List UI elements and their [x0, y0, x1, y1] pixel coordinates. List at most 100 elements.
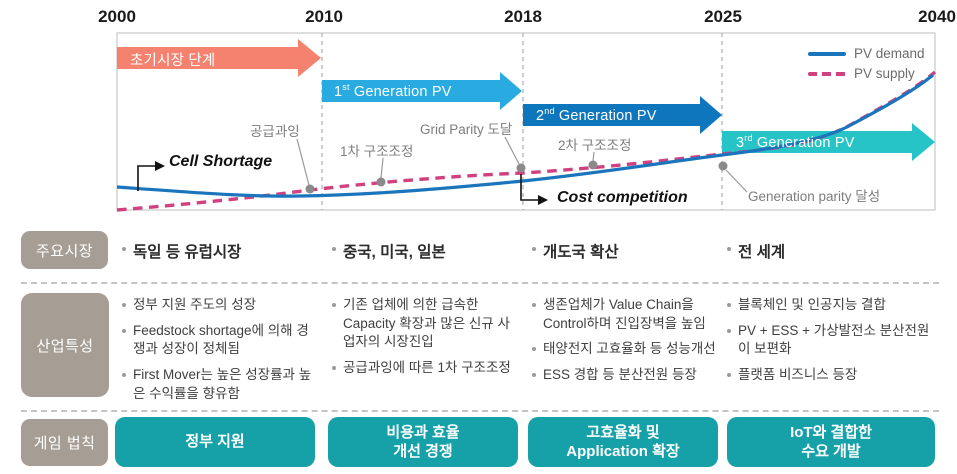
market-text-3: 개도국 확산: [543, 244, 619, 261]
annotation-cell-shortage: Cell Shortage: [169, 153, 273, 170]
bullet-dot: [727, 372, 731, 377]
gen3-ordinal: rd: [744, 133, 753, 143]
bullet-dot: [532, 247, 536, 251]
phase-arrow-gen1: [322, 72, 522, 110]
industry-text: 태양전지 고효율화 등 성능개선: [543, 341, 716, 357]
cell-shortage-arrowhead: [155, 161, 165, 171]
phase-label-initial-market: 초기시장 단계: [130, 53, 216, 69]
rule-box-1-line1: 정부 지원: [185, 433, 245, 451]
gen1-ordinal: st: [342, 82, 350, 92]
industry-text: PV + ESS + 가상발전소 분산전원이 보편화: [738, 322, 930, 357]
industry-item: 생존업체가 Value Chain을 Control하며 진입장벽을 높임: [532, 296, 722, 333]
industry-text: First Mover는 높은 성장률과 높은 수익률을 향유함: [133, 366, 312, 401]
legend-item-supply: PV supply: [808, 66, 925, 81]
market-text-2: 중국, 미국, 일본: [343, 244, 446, 261]
demand-line-swatch: [808, 51, 846, 56]
bullet-dot: [332, 365, 336, 370]
legend-item-demand: PV demand: [808, 46, 925, 61]
industry-col-3: 생존업체가 Value Chain을 Control하며 진입장벽을 높임 태양…: [532, 296, 722, 385]
industry-item: 플랫폼 비즈니스 등장: [727, 366, 932, 385]
dot-grid-parity: [516, 163, 526, 173]
rule-box-2-line2: 개선 경쟁: [393, 443, 453, 460]
phase-arrow-gen2: [523, 96, 722, 134]
gen1-text: Generation PV: [349, 83, 452, 100]
cost-competition-pointer: [520, 174, 538, 201]
market-item-1: 독일 등 유럽시장: [122, 240, 241, 262]
dot-gen-parity: [718, 161, 728, 171]
gen2-ordinal: nd: [544, 106, 555, 116]
industry-item: Feedstock shortage에 의해 경쟁과 성장이 정체됨: [122, 322, 320, 359]
annotation-grid-parity: Grid Parity 도달: [420, 122, 513, 137]
gen3-text: Generation PV: [752, 134, 855, 151]
industry-text: Feedstock shortage에 의해 경쟁과 성장이 정체됨: [133, 322, 309, 357]
cost-competition-arrowhead: [538, 195, 548, 205]
year-label-2040: 2040: [918, 7, 956, 26]
industry-item: ESS 경합 등 분산전원 등장: [532, 366, 722, 385]
chart-border: [116, 32, 936, 211]
dot-restructure1: [376, 177, 386, 187]
market-text-1: 독일 등 유럽시장: [133, 244, 242, 261]
market-item-2: 중국, 미국, 일본: [332, 240, 446, 262]
industry-item: 블록체인 및 인공지능 결합: [727, 296, 932, 315]
rule-box-4-line2: 수요 개발: [801, 443, 861, 460]
industry-item: First Mover는 높은 성장률과 높은 수익률을 향유함: [122, 366, 320, 403]
bullet-dot: [727, 303, 731, 307]
rule-box-3-line2: Application 확장: [566, 443, 680, 460]
annotation-cost-competition: Cost competition: [557, 189, 688, 206]
bullet-dot: [122, 303, 126, 307]
industry-text: 플랫폼 비즈니스 등장: [738, 366, 858, 382]
annotation-restructure1: 1차 구조조정: [340, 144, 414, 159]
timeline-chart: [116, 32, 937, 212]
gen2-text: Generation PV: [554, 107, 657, 124]
industry-text: ESS 경합 등 분산전원 등장: [543, 366, 697, 382]
bullet-dot: [122, 247, 126, 251]
industry-col-4: 블록체인 및 인공지능 결합 PV + ESS + 가상발전소 분산전원이 보편…: [727, 296, 932, 385]
bullet-dot: [532, 347, 536, 352]
legend-label-supply: PV supply: [854, 66, 915, 81]
phase-label-gen1: 1st Generation PV: [334, 82, 452, 100]
gen3-number: 3: [736, 134, 745, 151]
bullet-dot: [532, 372, 536, 377]
chart-legend: PV demand PV supply: [808, 46, 925, 81]
bullet-dot: [532, 303, 536, 307]
industry-item: 정부 지원 주도의 성장: [122, 296, 320, 315]
supply-line-swatch: [808, 71, 846, 76]
gen1-number: 1: [334, 83, 343, 100]
rule-box-3: 고효율화 및 Application 확장: [528, 417, 718, 467]
bullet-dot: [727, 328, 731, 333]
connector-supply-glut: [296, 138, 310, 186]
industry-item: 태양전지 고효율화 등 성능개선: [532, 340, 722, 359]
annotation-gen-parity: Generation parity 달성: [748, 189, 881, 204]
bullet-dot: [332, 247, 336, 251]
industry-text: 공급과잉에 따른 1차 구조조정: [343, 359, 511, 375]
industry-item: 기존 업체에 의한 급속한 Capacity 확장과 많은 신규 사업자의 시장…: [332, 296, 517, 352]
row-label-rules: 게임 법칙: [21, 419, 108, 466]
phase-label-gen3: 3rd Generation PV: [736, 133, 855, 151]
connector-grid-parity: [504, 136, 520, 165]
year-label-2018: 2018: [504, 7, 542, 26]
rule-box-3-line1: 고효율화 및: [586, 423, 660, 441]
pv-demand-curve: [116, 73, 935, 198]
connector-restructure2: [592, 151, 595, 162]
phase-arrow-initial-market: [117, 39, 321, 77]
row-divider: [21, 282, 939, 284]
industry-item: 공급과잉에 따른 1차 구조조정: [332, 359, 517, 378]
row-divider: [21, 410, 939, 412]
dot-restructure2: [588, 160, 598, 170]
phase-label-gen2: 2nd Generation PV: [536, 106, 657, 124]
cell-shortage-pointer: [137, 165, 155, 191]
year-label-2025: 2025: [704, 7, 742, 26]
market-item-3: 개도국 확산: [532, 240, 619, 262]
year-label-2000: 2000: [98, 7, 136, 26]
rule-box-2-line1: 비용과 효율: [386, 423, 460, 441]
rule-box-4: IoT와 결합한 수요 개발: [727, 417, 935, 467]
industry-text: 기존 업체에 의한 급속한 Capacity 확장과 많은 신규 사업자의 시장…: [343, 297, 510, 350]
dot-supply-glut: [305, 184, 315, 194]
industry-col-1: 정부 지원 주도의 성장 Feedstock shortage에 의해 경쟁과 …: [122, 296, 320, 403]
row-label-markets: 주요시장: [21, 231, 108, 269]
connector-gen-parity: [725, 169, 748, 193]
bullet-dot: [332, 303, 336, 307]
bullet-dot: [727, 247, 731, 251]
rule-box-1: 정부 지원: [115, 417, 315, 467]
